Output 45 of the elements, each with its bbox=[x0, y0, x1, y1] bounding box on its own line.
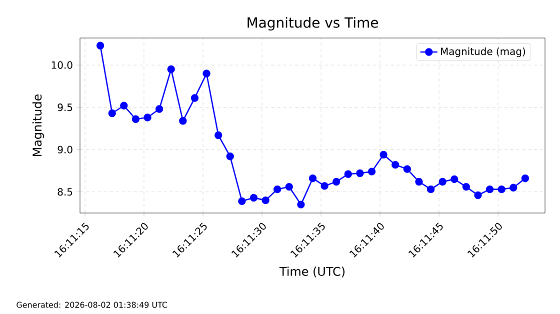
point bbox=[320, 182, 328, 190]
y-tick-label: 9.5 bbox=[58, 104, 72, 112]
y-tick-label: 9.0 bbox=[58, 146, 72, 154]
point bbox=[96, 42, 104, 50]
point bbox=[474, 191, 482, 200]
point bbox=[392, 160, 400, 169]
point bbox=[214, 131, 222, 140]
point bbox=[250, 194, 258, 202]
x-axis-title: Time (UTC) bbox=[279, 266, 345, 278]
point bbox=[120, 102, 128, 110]
y-tick-label: 8.5 bbox=[58, 188, 72, 196]
point bbox=[202, 70, 210, 78]
point bbox=[510, 184, 518, 192]
point bbox=[368, 168, 376, 176]
legend-label: Magnitude (mag) bbox=[441, 47, 526, 58]
point bbox=[426, 185, 435, 194]
point bbox=[415, 178, 423, 186]
point bbox=[356, 169, 364, 178]
point bbox=[450, 175, 458, 184]
point bbox=[273, 185, 282, 194]
point bbox=[308, 174, 317, 182]
y-axis-title: Magnitude bbox=[32, 94, 44, 156]
point bbox=[498, 185, 506, 194]
point bbox=[262, 196, 270, 204]
point bbox=[403, 165, 412, 173]
point bbox=[297, 200, 305, 208]
point bbox=[144, 114, 152, 122]
point bbox=[108, 109, 116, 118]
point bbox=[226, 152, 234, 160]
point bbox=[190, 94, 199, 102]
point bbox=[462, 182, 470, 191]
point bbox=[521, 174, 530, 182]
point bbox=[332, 178, 340, 186]
y-tick-label: 10.0 bbox=[52, 61, 72, 69]
point bbox=[380, 150, 388, 159]
chart-title: Magnitude vs Time bbox=[248, 17, 378, 31]
point bbox=[438, 178, 446, 186]
point bbox=[179, 117, 187, 125]
point bbox=[344, 170, 352, 178]
point bbox=[285, 182, 293, 191]
point bbox=[167, 65, 175, 74]
point bbox=[486, 185, 494, 194]
point bbox=[132, 115, 140, 124]
point bbox=[155, 105, 164, 113]
point bbox=[238, 197, 246, 206]
